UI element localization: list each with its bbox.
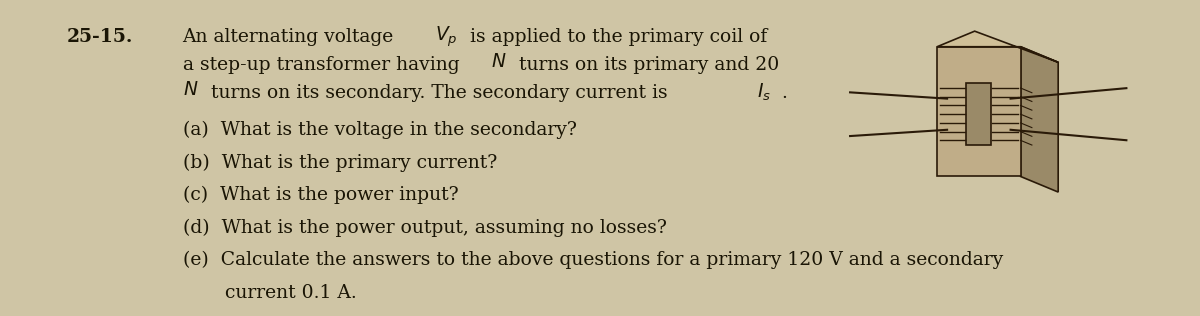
Text: (b)  What is the primary current?: (b) What is the primary current? [182, 154, 497, 172]
Polygon shape [1021, 47, 1058, 192]
FancyBboxPatch shape [937, 47, 1021, 177]
Bar [966, 83, 991, 145]
Text: $N$: $N$ [491, 53, 506, 71]
Text: turns on its primary and 20: turns on its primary and 20 [514, 56, 780, 74]
Text: current 0.1 A.: current 0.1 A. [182, 283, 356, 301]
Text: (d)  What is the power output, assuming no losses?: (d) What is the power output, assuming n… [182, 219, 666, 237]
Text: $N$: $N$ [182, 81, 198, 99]
Text: (a)  What is the voltage in the secondary?: (a) What is the voltage in the secondary… [182, 121, 576, 139]
Text: is applied to the primary coil of: is applied to the primary coil of [464, 28, 768, 46]
Text: .: . [781, 84, 787, 102]
Text: turns on its secondary. The secondary current is: turns on its secondary. The secondary cu… [205, 84, 673, 102]
Polygon shape [937, 31, 1058, 62]
Text: (c)  What is the power input?: (c) What is the power input? [182, 186, 458, 204]
Text: $I_s$: $I_s$ [757, 81, 770, 103]
Text: An alternating voltage: An alternating voltage [182, 28, 400, 46]
Text: (e)  Calculate the answers to the above questions for a primary 120 V and a seco: (e) Calculate the answers to the above q… [182, 251, 1003, 269]
Text: $V_p$: $V_p$ [436, 25, 458, 49]
Text: a step-up transformer having: a step-up transformer having [182, 56, 466, 74]
Text: 25-15.: 25-15. [66, 28, 133, 46]
